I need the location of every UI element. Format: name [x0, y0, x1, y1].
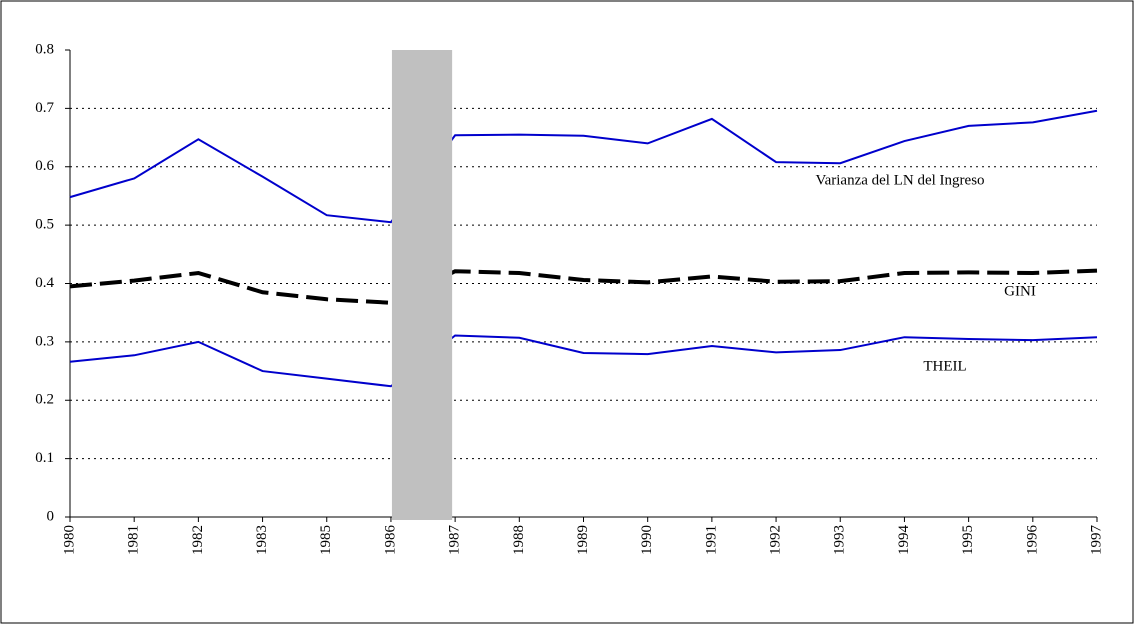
y-tick-label: 0.1 — [35, 450, 54, 466]
x-tick-label: 1980 — [61, 525, 77, 555]
series-line — [69, 268, 1098, 305]
series-label: Varianza del LN del Ingreso — [815, 172, 984, 188]
x-tick-label: 1986 — [382, 525, 398, 556]
shaded-band — [391, 50, 453, 520]
series-label: GINI — [1004, 283, 1036, 299]
y-tick-label: 0.8 — [35, 41, 54, 57]
y-tick-label: 0.7 — [35, 100, 54, 116]
series-label: THEIL — [923, 358, 966, 374]
x-tick-label: 1994 — [896, 525, 912, 556]
x-tick-label: 1985 — [318, 525, 334, 555]
x-tick-label: 1983 — [254, 525, 270, 555]
series-line — [69, 109, 1098, 224]
x-tick-label: 1987 — [447, 525, 463, 556]
x-tick-label: 1997 — [1088, 525, 1104, 556]
series-line — [69, 334, 1098, 388]
y-tick-label: 0.4 — [35, 275, 54, 291]
x-tick-label: 1982 — [190, 525, 206, 555]
x-tick-label: 1989 — [575, 525, 591, 555]
x-tick-label: 1981 — [126, 525, 142, 555]
x-tick-label: 1988 — [511, 525, 527, 555]
y-tick-label: 0.2 — [35, 392, 54, 408]
y-tick-label: 0 — [47, 508, 55, 524]
x-tick-label: 1995 — [960, 525, 976, 555]
x-tick-label: 1990 — [639, 525, 655, 555]
y-tick-label: 0.5 — [35, 217, 54, 233]
x-tick-label: 1991 — [703, 525, 719, 555]
y-tick-label: 0.3 — [35, 333, 54, 349]
y-tick-label: 0.6 — [35, 158, 54, 174]
x-tick-label: 1992 — [768, 525, 784, 555]
x-tick-label: 1996 — [1024, 525, 1040, 556]
x-tick-label: 1993 — [832, 525, 848, 555]
